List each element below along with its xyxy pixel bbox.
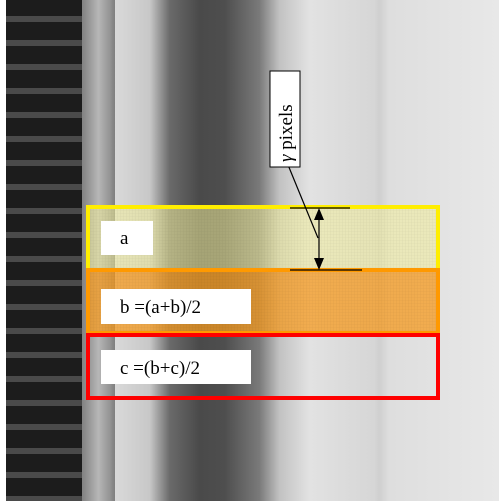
callout-leader-line <box>285 159 319 239</box>
region-a-label: a <box>120 228 129 249</box>
gamma-label-box <box>269 70 301 168</box>
region-b-label-box <box>101 289 251 324</box>
gamma-label: γ pixels <box>276 104 297 162</box>
region-b-label: b =(a+b)/2 <box>120 297 201 318</box>
measure-arrow-head-up <box>314 208 324 220</box>
gamma-unit: pixels <box>276 104 297 154</box>
left-edge <box>0 0 6 501</box>
region-a-label-box <box>101 221 153 255</box>
region-c-label: c =(b+c)/2 <box>120 358 200 379</box>
gamma-symbol: γ <box>276 154 297 162</box>
region-c-label-box <box>101 350 251 384</box>
measure-arrow-head-down <box>314 258 324 270</box>
region-c-border <box>86 333 440 400</box>
